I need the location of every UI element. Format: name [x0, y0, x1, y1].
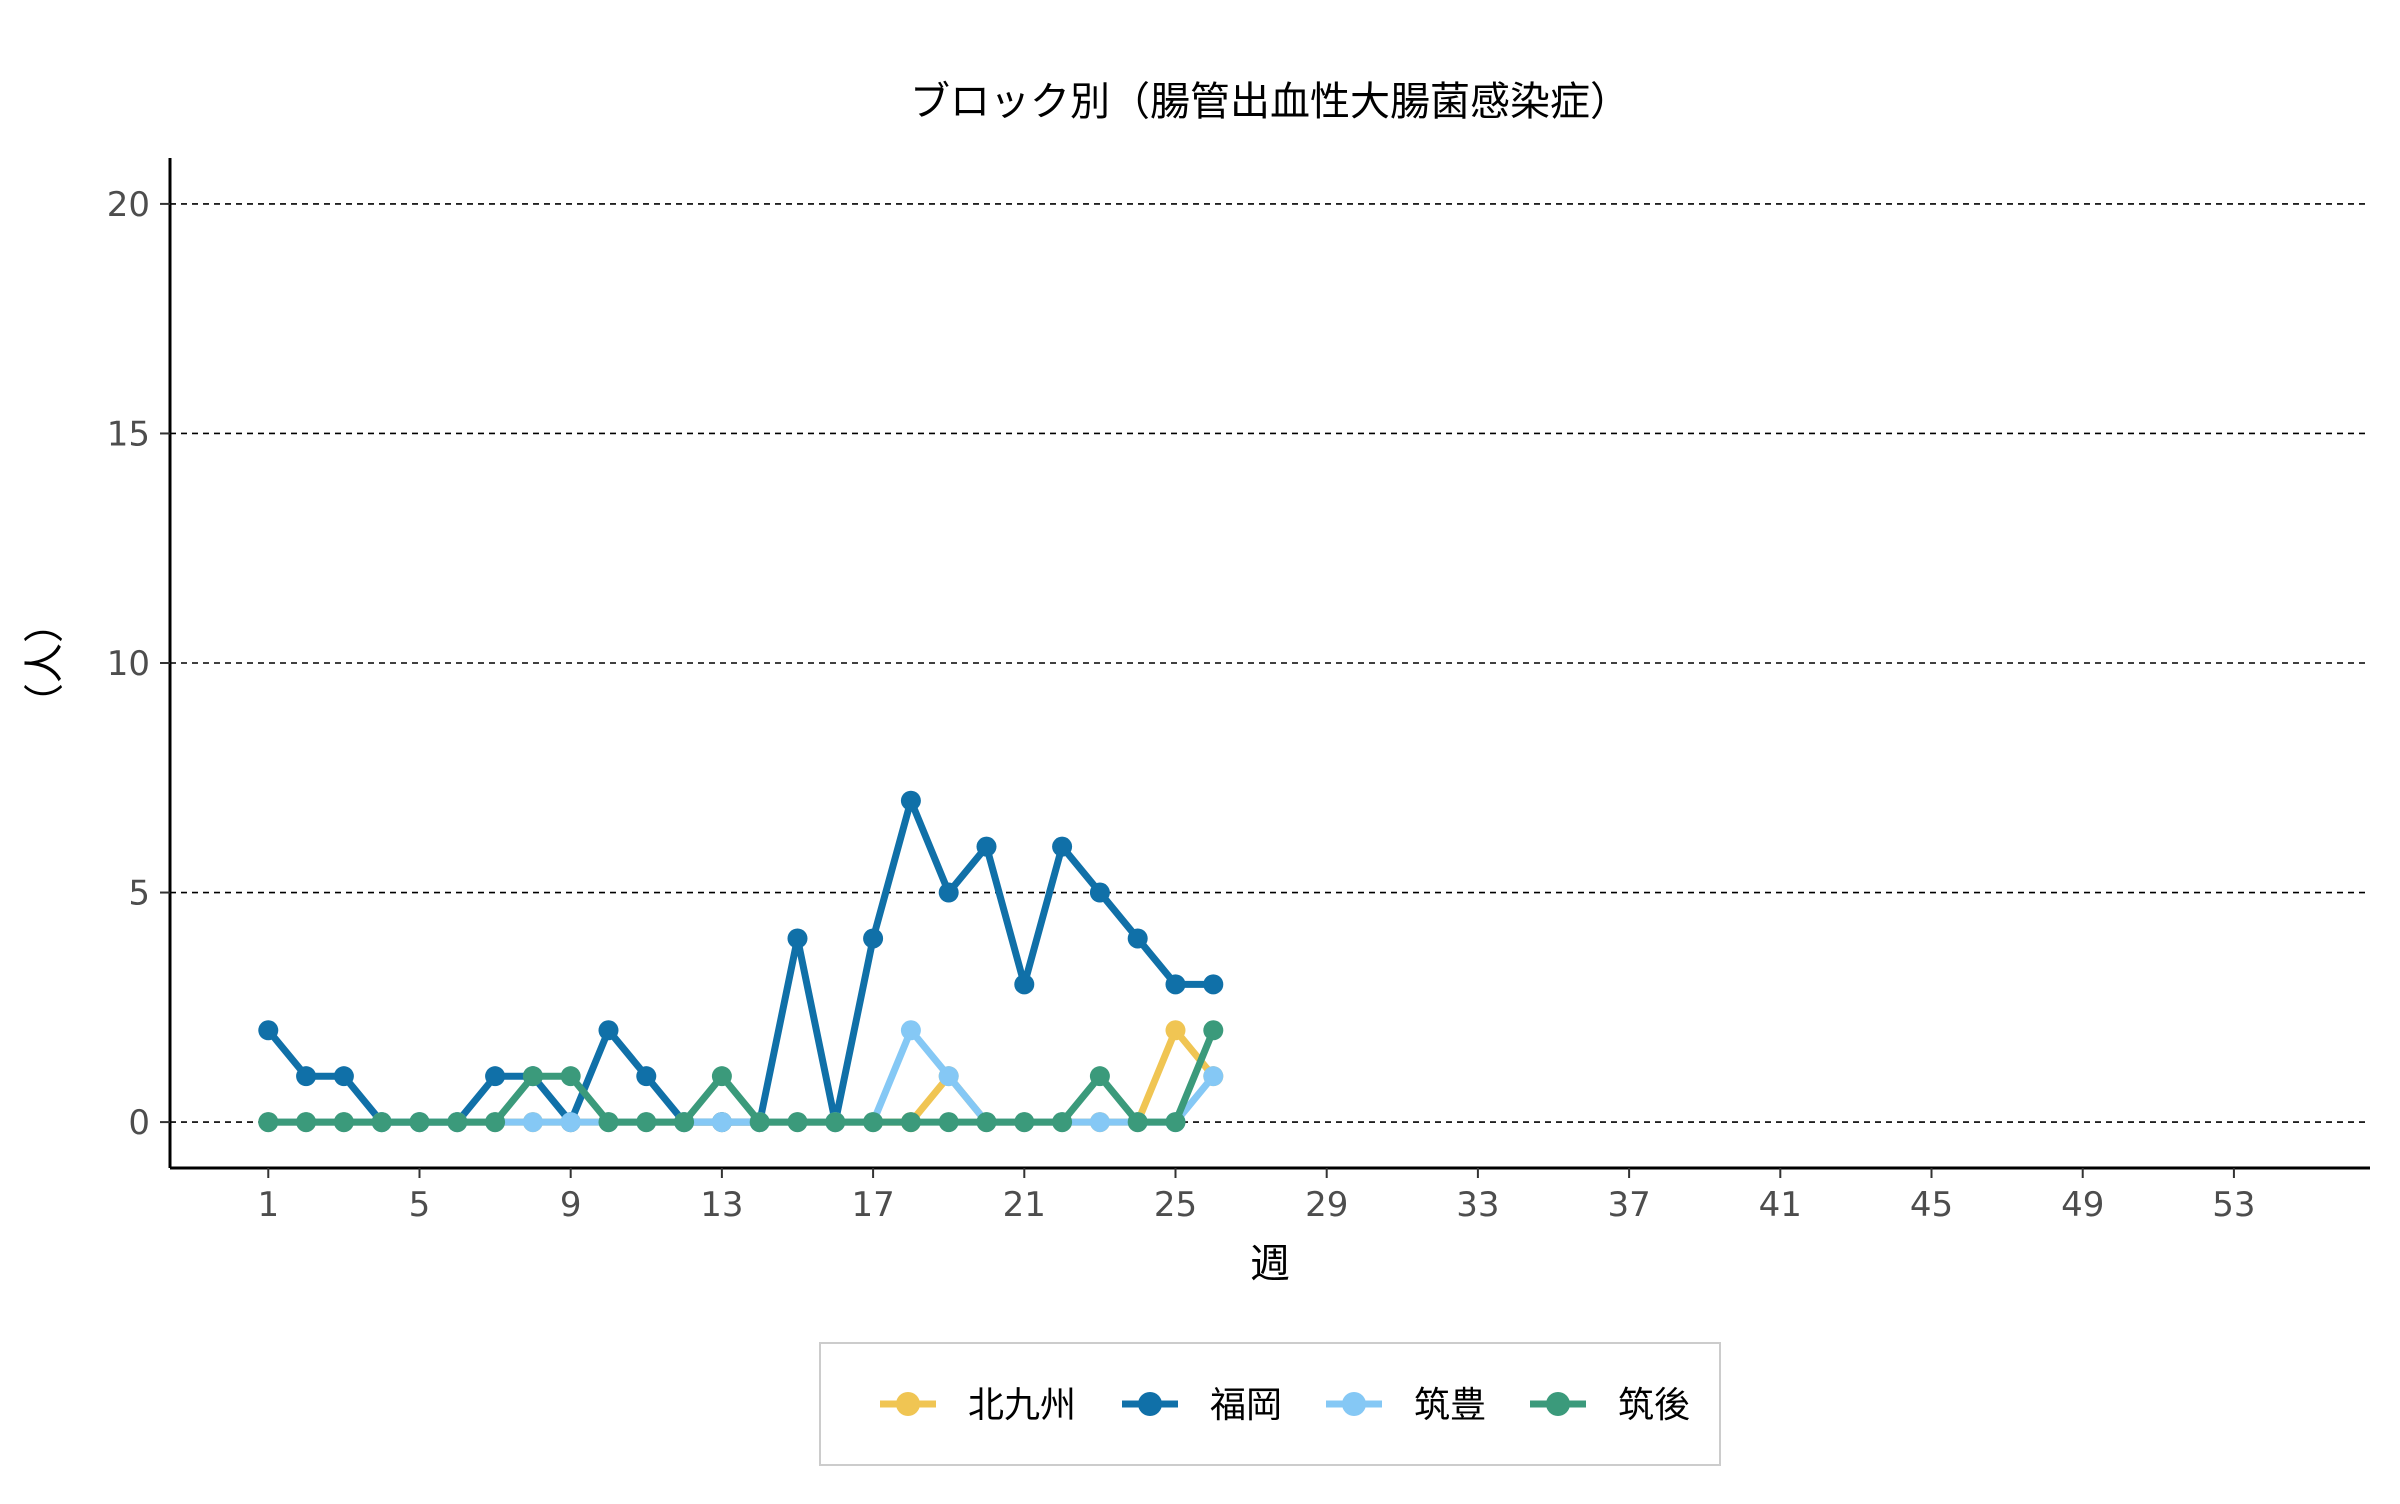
data-point	[1014, 1112, 1035, 1133]
x-axis-ticks: 1 5 9 13 17 21 25 29 33 37 41 45 49 53	[257, 1168, 2256, 1225]
data-point	[598, 1020, 619, 1041]
legend: 北九州 福岡 筑豊 筑後	[819, 1342, 1721, 1466]
x-tick-label-13: 13	[700, 1185, 743, 1225]
data-point	[900, 1020, 921, 1041]
data-point	[711, 1112, 732, 1133]
y-tick-label-0: 0	[128, 1103, 150, 1143]
x-tick-label-37: 37	[1607, 1185, 1650, 1225]
data-point	[1127, 928, 1148, 949]
series-4	[258, 1020, 1224, 1133]
series-2	[258, 790, 1224, 1133]
data-point	[296, 1112, 317, 1133]
data-point	[258, 1020, 279, 1041]
data-point	[560, 1112, 581, 1133]
data-point	[1089, 1066, 1110, 1087]
y-tick-label-15: 15	[107, 414, 150, 454]
y-axis-ticks: 0 5 10 15 20	[107, 185, 170, 1143]
data-point	[787, 1112, 808, 1133]
x-tick-label-25: 25	[1154, 1185, 1197, 1225]
y-tick-label-5: 5	[128, 874, 150, 914]
data-point	[258, 1112, 279, 1133]
legend-label: 福岡	[1210, 1385, 1282, 1426]
series-3	[258, 1020, 1224, 1133]
grid-lines	[170, 203, 2370, 1123]
data-point	[560, 1066, 581, 1087]
data-point	[371, 1112, 392, 1133]
data-point	[1165, 1020, 1186, 1041]
data-point	[674, 1112, 695, 1133]
y-tick-label-20: 20	[107, 185, 150, 225]
x-tick-label-29: 29	[1305, 1185, 1348, 1225]
series-layer	[258, 790, 1224, 1133]
data-point	[1165, 1112, 1186, 1133]
data-point	[522, 1112, 543, 1133]
data-point	[976, 836, 997, 857]
data-point	[1203, 1020, 1224, 1041]
data-point	[598, 1112, 619, 1133]
data-point	[900, 790, 921, 811]
data-point	[296, 1066, 317, 1087]
data-point	[485, 1112, 506, 1133]
data-point	[863, 1112, 884, 1133]
x-tick-label-33: 33	[1456, 1185, 1499, 1225]
x-tick-label-1: 1	[257, 1185, 279, 1225]
data-point	[1089, 882, 1110, 903]
data-point	[900, 1112, 921, 1133]
legend-item-3: 筑豊	[1326, 1385, 1486, 1426]
data-point	[447, 1112, 468, 1133]
data-point	[409, 1112, 430, 1133]
data-point	[333, 1066, 354, 1087]
data-point	[749, 1112, 770, 1133]
data-point	[636, 1066, 657, 1087]
data-point	[522, 1066, 543, 1087]
x-tick-label-49: 49	[2061, 1185, 2104, 1225]
legend-item-2: 福岡	[1122, 1385, 1282, 1426]
data-point	[938, 1112, 959, 1133]
legend-label: 北九州	[968, 1385, 1076, 1426]
legend-item-4: 筑後	[1530, 1385, 1690, 1426]
data-point	[938, 882, 959, 903]
legend-item-1: 北九州	[880, 1385, 1076, 1426]
x-tick-label-17: 17	[851, 1185, 894, 1225]
legend-marker	[896, 1392, 920, 1416]
legend-label: 筑豊	[1414, 1385, 1486, 1426]
x-axis-label: 週	[1250, 1241, 1290, 1287]
data-point	[825, 1112, 846, 1133]
data-point	[711, 1066, 732, 1087]
x-tick-label-5: 5	[409, 1185, 431, 1225]
legend-marker	[1342, 1392, 1366, 1416]
x-tick-label-9: 9	[560, 1185, 582, 1225]
data-point	[1127, 1112, 1148, 1133]
x-tick-label-53: 53	[2212, 1185, 2255, 1225]
x-tick-label-41: 41	[1759, 1185, 1802, 1225]
data-point	[1052, 836, 1073, 857]
y-axis-label: （人）	[22, 603, 68, 723]
x-tick-label-21: 21	[1003, 1185, 1046, 1225]
data-point	[938, 1066, 959, 1087]
data-point	[636, 1112, 657, 1133]
data-point	[1052, 1112, 1073, 1133]
data-point	[787, 928, 808, 949]
data-point	[1203, 1066, 1224, 1087]
data-point	[1014, 974, 1035, 995]
data-point	[863, 928, 884, 949]
legend-label: 筑後	[1618, 1385, 1690, 1426]
data-point	[1203, 974, 1224, 995]
data-point	[333, 1112, 354, 1133]
data-point	[1089, 1112, 1110, 1133]
legend-marker	[1546, 1392, 1570, 1416]
chart-title: ブロック別（腸管出血性大腸菌感染症）	[910, 79, 1630, 125]
legend-marker	[1138, 1392, 1162, 1416]
series-line-4	[264, 1026, 1217, 1126]
x-tick-label-45: 45	[1910, 1185, 1953, 1225]
data-point	[1165, 974, 1186, 995]
data-point	[485, 1066, 506, 1087]
y-tick-label-10: 10	[107, 644, 150, 684]
series-1	[258, 1020, 1224, 1133]
data-point	[976, 1112, 997, 1133]
